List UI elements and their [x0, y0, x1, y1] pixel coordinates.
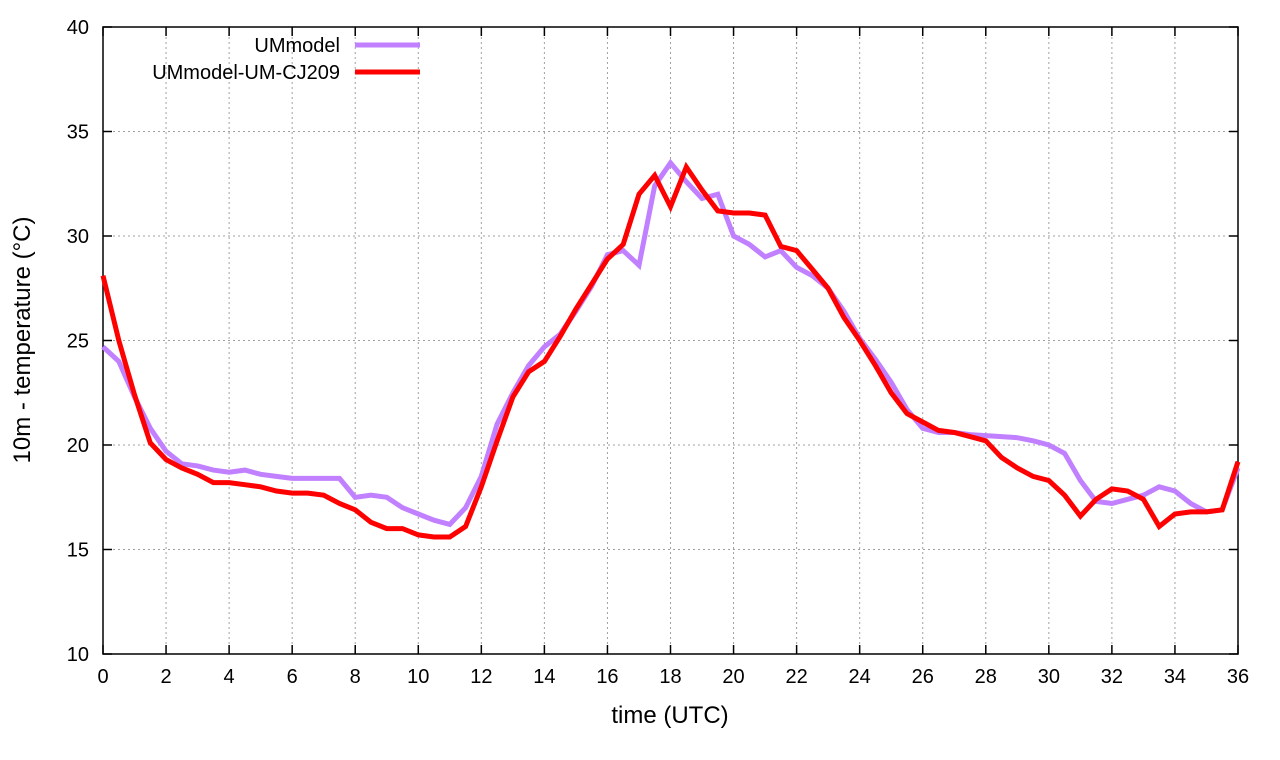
- x-tick-label: 30: [1038, 666, 1060, 688]
- x-tick-label: 8: [350, 666, 361, 688]
- x-tick-label: 16: [596, 666, 618, 688]
- series-lines: [100, 158, 1241, 540]
- x-tick-label: 34: [1164, 666, 1186, 688]
- x-tick-label: 28: [975, 666, 997, 688]
- x-tick-label: 6: [287, 666, 298, 688]
- x-tick-label: 26: [912, 666, 934, 688]
- y-tick-label: 35: [67, 122, 89, 144]
- legend-label-ummodel: UMmodel: [254, 35, 340, 57]
- ticks: 0 2 4 6 8 10 12 14 16 18 20 22 24 26 28 30 32 34 361015202…: [67, 17, 1249, 688]
- x-tick-label: 4: [224, 666, 235, 688]
- x-tick-label: 20: [722, 666, 744, 688]
- x-tick-label: 0: [97, 666, 108, 688]
- x-tick-label: 18: [659, 666, 681, 688]
- x-tick-label: 14: [533, 666, 555, 688]
- x-tick-label: 2: [160, 666, 171, 688]
- y-tick-label: 30: [67, 226, 89, 248]
- x-tick-label: 22: [785, 666, 807, 688]
- x-axis-title: time (UTC): [611, 702, 728, 729]
- legend-label-um-cj209: UMmodel-UM-CJ209: [152, 62, 340, 84]
- plot-border: [102, 26, 1239, 655]
- x-tick-label: 10: [407, 666, 429, 688]
- legend: UMmodel UMmodel-UM-CJ209: [152, 35, 420, 84]
- x-tick-label: 24: [849, 666, 871, 688]
- y-tick-label: 40: [67, 17, 89, 39]
- series-line-um-cj209: [100, 161, 1241, 540]
- series-line-ummodel: [101, 158, 1241, 528]
- y-tick-label: 20: [67, 435, 89, 457]
- x-tick-label: 12: [470, 666, 492, 688]
- x-tick-label: 36: [1227, 666, 1249, 688]
- y-tick-label: 10: [67, 644, 89, 666]
- y-tick-label: 15: [67, 540, 89, 562]
- x-tick-label: 32: [1101, 666, 1123, 688]
- grid: [103, 27, 1238, 654]
- y-axis-title: 10m - temperature (°C): [9, 217, 36, 464]
- y-tick-label: 25: [67, 331, 89, 353]
